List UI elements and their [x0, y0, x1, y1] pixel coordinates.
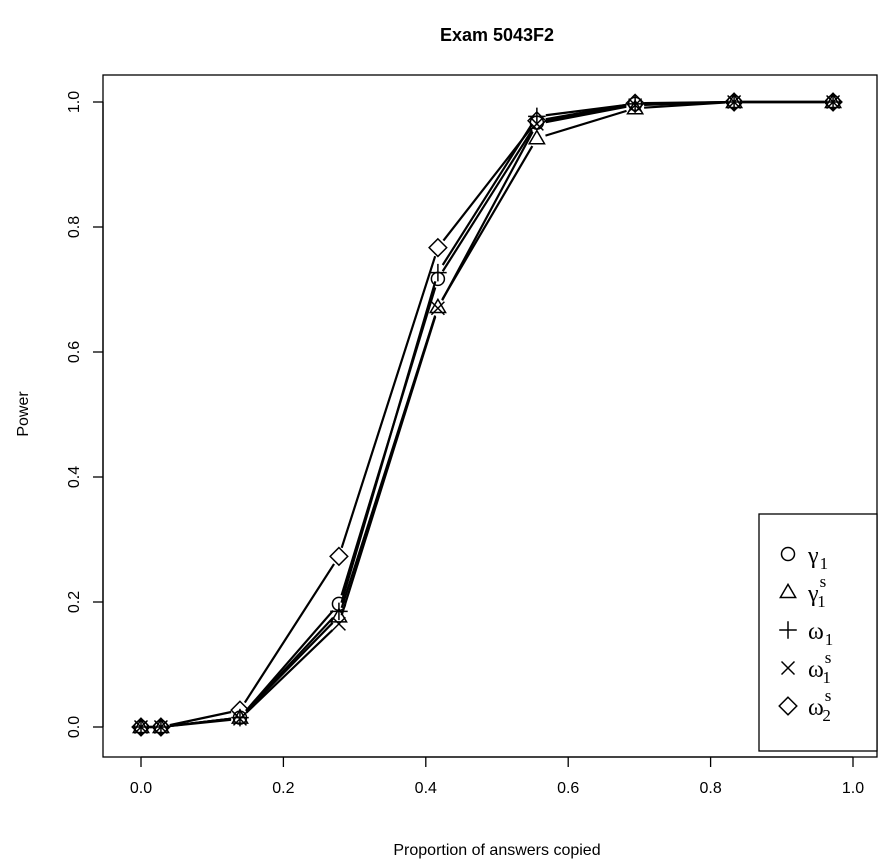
data-point-triangle [329, 607, 348, 623]
series-segment-plus [245, 617, 334, 712]
data-point-plus [429, 263, 447, 282]
legend-label: ω1 [808, 619, 833, 649]
y-tick-label: 0.4 [66, 466, 83, 488]
series-segment-diamond [545, 103, 627, 121]
legend-marker-circle [780, 546, 796, 562]
legend-label: γs 1 [807, 572, 826, 611]
series-segment-plus [340, 280, 437, 604]
series-segment-cross [545, 105, 627, 124]
data-point-diamond [428, 237, 448, 258]
data-point-plus [330, 602, 348, 621]
data-point-diamond [151, 717, 171, 737]
data-point-diamond [823, 92, 843, 112]
legend-marker-diamond [778, 696, 798, 716]
legend-marker-cross [780, 660, 796, 676]
series-segment-diamond [169, 710, 232, 727]
series-lines [150, 100, 825, 729]
y-tick-label: 1.0 [66, 91, 83, 113]
data-point-triangle [428, 297, 447, 314]
legend-box [758, 513, 878, 752]
data-point-cross [430, 301, 445, 316]
series-markers [131, 92, 843, 737]
y-tick-label: 0.0 [66, 716, 83, 738]
x-tick-label: 0.4 [415, 780, 437, 797]
data-point-diamond [131, 717, 151, 737]
x-tick-label: 0.6 [557, 780, 579, 797]
series-segment-cross [245, 629, 334, 714]
series-segment-diamond [644, 101, 726, 105]
data-point-plus [626, 95, 644, 113]
data-point-diamond [329, 546, 349, 567]
series-segment-diamond [340, 255, 437, 549]
chart-title: Exam 5043F2 [440, 25, 554, 45]
y-tick-label: 0.6 [66, 341, 83, 363]
legend-label: ωs 2 [808, 686, 831, 725]
data-point-cross [529, 116, 544, 131]
data-point-diamond [625, 93, 645, 114]
data-point-plus [528, 107, 546, 126]
series-segment-diamond [442, 127, 533, 242]
data-point-diamond [527, 110, 547, 131]
data-point-diamond [230, 700, 250, 720]
series-segment-cross [169, 718, 232, 728]
x-axis-label: Proportion of answers copied [393, 842, 600, 859]
plot-axes: 0.0 0.2 0.4 0.6 0.8 1.0 0.0 0.2 0.4 0.6 0.8 1.0 [66, 74, 878, 797]
x-tick-label: 0.0 [130, 780, 152, 797]
legend-label: γ1 [807, 543, 828, 573]
data-point-triangle [527, 129, 546, 145]
data-point-cross [628, 98, 643, 113]
legend-marker-plus [779, 621, 797, 639]
x-tick-label: 1.0 [842, 780, 864, 797]
y-tick-label: 0.2 [66, 591, 83, 613]
y-axis-label: Power [15, 391, 32, 437]
y-tick-label: 0.8 [66, 216, 83, 238]
series-segment-cross [340, 316, 437, 616]
x-tick-label: 0.8 [699, 780, 721, 797]
series-segment-cross [441, 131, 534, 301]
legend-label: ωs 1 [808, 648, 831, 687]
legend-marker-triangle [779, 582, 797, 599]
series-segment-diamond [243, 563, 335, 704]
x-tick-label: 0.2 [272, 780, 294, 797]
series-segment-circle [441, 129, 533, 272]
series-segment-triangle [545, 109, 627, 137]
data-point-diamond [724, 92, 744, 112]
data-point-cross [331, 616, 346, 631]
data-point-plus [231, 708, 249, 727]
